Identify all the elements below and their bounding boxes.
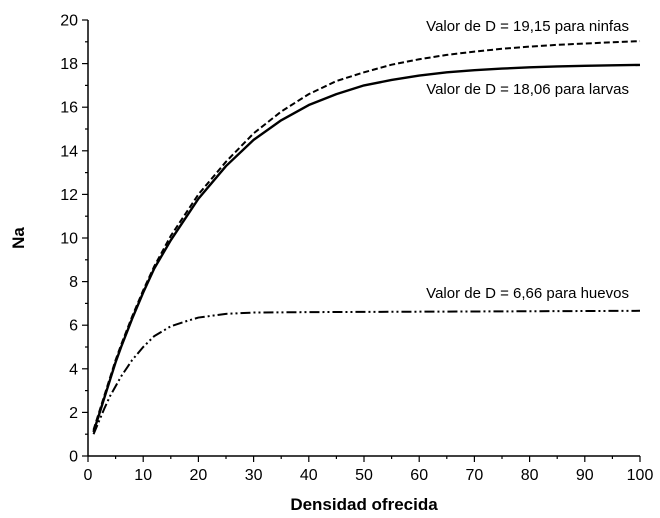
y-axis-ticks: 0 2 4 6 8 10 12 14 16 18 20 [60,13,88,466]
y-tick-label: 10 [60,231,78,248]
x-axis-ticks: 0 10 20 30 40 50 60 70 80 90 100 [84,456,654,484]
y-tick-label: 14 [60,143,78,160]
series-line-huevos [92,309,641,435]
y-tick-label: 18 [60,56,78,73]
x-tick-label: 80 [521,467,539,484]
x-tick-label: 90 [576,467,594,484]
x-tick-label: 40 [300,467,318,484]
series-line-larvas [92,63,641,433]
annotation-larvas: Valor de D = 18,06 para larvas [426,81,629,98]
x-tick-label: 60 [410,467,428,484]
x-axis-title: Densidad ofrecida [290,495,438,514]
y-tick-label: 12 [60,187,78,204]
y-axis-title: Na [9,227,28,249]
x-tick-label: 30 [245,467,263,484]
x-tick-label: 10 [134,467,152,484]
y-tick-label: 6 [69,318,78,335]
y-tick-label: 8 [69,274,78,291]
x-tick-label: 0 [84,467,93,484]
x-tick-label: 100 [627,467,654,484]
annotation-ninfas: Valor de D = 19,15 para ninfas [426,18,629,35]
y-tick-label: 2 [69,405,78,422]
x-tick-label: 50 [355,467,373,484]
series-line-ninfas [92,40,641,431]
series-layer [92,40,641,435]
y-tick-label: 4 [69,361,78,378]
y-tick-label: 16 [60,100,78,117]
x-tick-label: 70 [466,467,484,484]
x-tick-label: 20 [190,467,208,484]
annotation-huevos: Valor de D = 6,66 para huevos [426,285,629,302]
y-tick-label: 20 [60,13,78,30]
y-tick-label: 0 [69,449,78,466]
